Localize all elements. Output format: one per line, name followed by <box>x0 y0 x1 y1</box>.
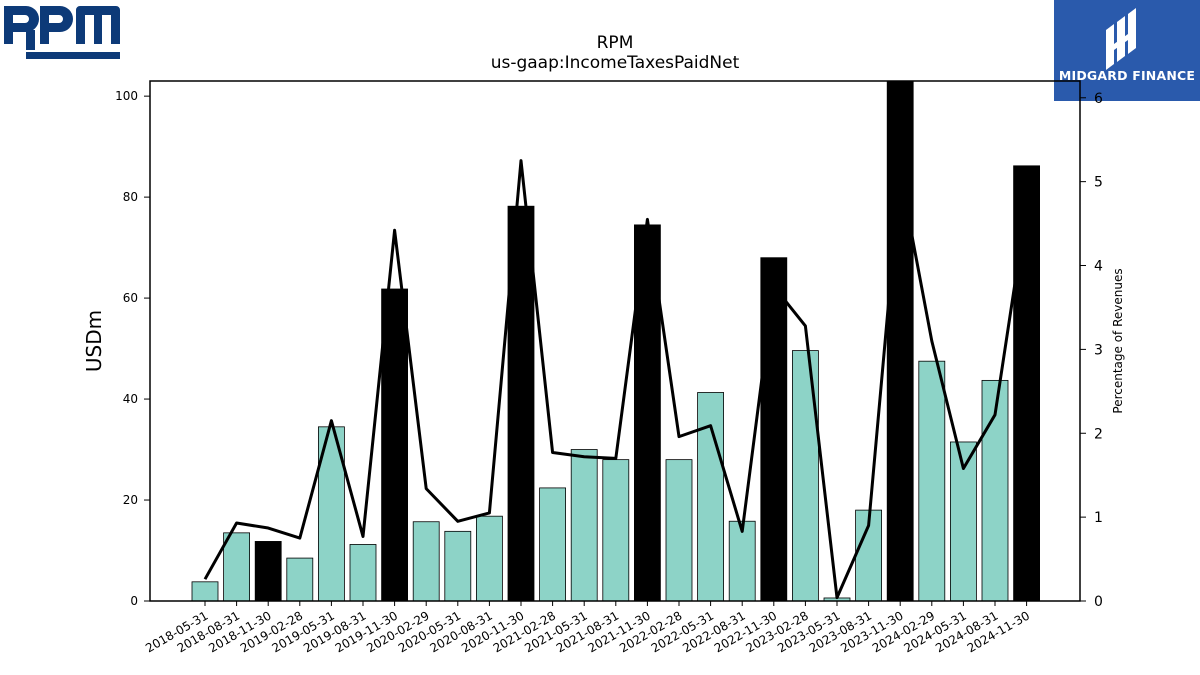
midgard-icon <box>1106 8 1136 70</box>
y-tick-label: 20 <box>123 493 138 507</box>
midgard-finance-wordmark: MIDGARD FINANCE <box>1058 68 1196 83</box>
y2-tick-label: 3 <box>1094 342 1103 358</box>
bar-2022-11-30 <box>760 257 788 602</box>
y-axis-left: 0 20 40 60 80 100 <box>115 89 150 608</box>
y2-axis-label: Percentage of Revenues <box>1111 268 1125 413</box>
bar-2023-02-28 <box>792 350 819 602</box>
bar-2020-08-31 <box>475 515 503 602</box>
line-series <box>203 159 1029 600</box>
y-tick-label: 80 <box>123 190 138 204</box>
bar-2021-05-31 <box>570 449 598 602</box>
bar-2022-05-31 <box>697 392 724 602</box>
chart-title: RPM <box>597 33 634 53</box>
midgard-finance-logo: MIDGARD FINANCE <box>1054 0 1200 101</box>
y-axis-right: 0 1 2 3 4 5 6 <box>1080 91 1103 610</box>
y-tick-label: 40 <box>123 392 138 406</box>
bar-2019-11-30 <box>381 288 409 602</box>
y2-tick-label: 2 <box>1094 426 1103 442</box>
y2-tick-label: 0 <box>1094 594 1103 610</box>
y2-tick-label: 1 <box>1094 510 1103 526</box>
x-axis: 2018-05-312018-08-312018-11-302019-02-28… <box>143 601 1032 655</box>
y2-tick-label: 6 <box>1094 91 1103 107</box>
y-axis-label: USDm <box>82 310 106 372</box>
bar-2022-02-28 <box>665 459 693 602</box>
rpm-logo <box>4 4 122 62</box>
bar-2018-08-31 <box>223 532 251 602</box>
plot-frame <box>149 80 1081 602</box>
bar-2018-05-31 <box>191 581 219 602</box>
y2-tick-label: 4 <box>1094 259 1103 275</box>
bar-2019-02-28 <box>286 557 314 602</box>
bar-2020-05-31 <box>444 530 472 602</box>
bar-2019-08-31 <box>349 544 377 602</box>
y-tick-label: 60 <box>123 291 138 305</box>
bar-2022-08-31 <box>728 520 756 602</box>
bar-2024-02-29 <box>918 360 946 602</box>
bar-2024-11-30 <box>1013 165 1040 602</box>
bar-2020-02-29 <box>412 521 440 602</box>
bar-series <box>191 80 1040 602</box>
bar-2021-02-28 <box>539 487 566 602</box>
bar-2021-08-31 <box>602 459 630 602</box>
chart-subtitle: us-gaap:IncomeTaxesPaidNet <box>491 53 740 73</box>
y2-tick-label: 5 <box>1094 175 1103 191</box>
rpm-logo-mark <box>4 6 120 59</box>
y-tick-label: 100 <box>115 89 138 103</box>
bar-2023-11-30 <box>886 80 914 602</box>
bar-2018-11-30 <box>254 541 282 602</box>
y-tick-label: 0 <box>130 594 138 608</box>
